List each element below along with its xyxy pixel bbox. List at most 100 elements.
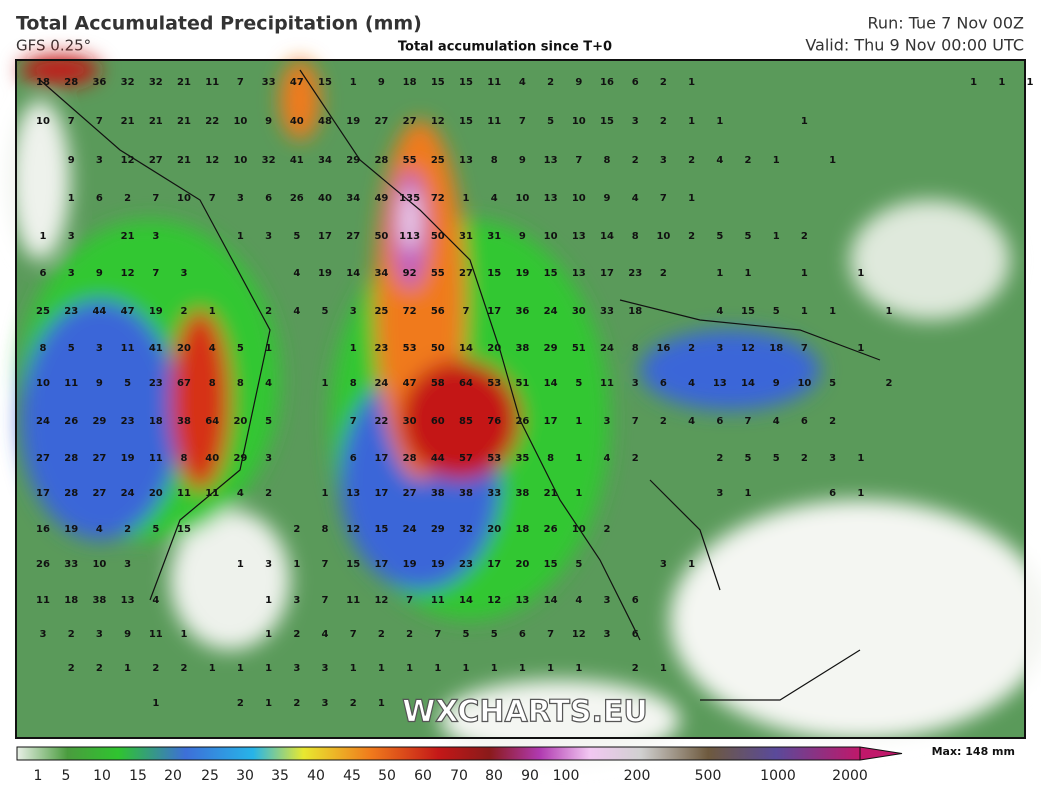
colorbar-tick-label: 80 <box>485 768 503 784</box>
grid-value: 2 <box>237 698 244 709</box>
grid-value: 27 <box>346 231 360 242</box>
grid-value: 13 <box>459 155 473 166</box>
grid-value: 12 <box>741 343 755 354</box>
grid-value: 9 <box>604 193 611 204</box>
grid-value: 1 <box>463 663 470 674</box>
grid-value: 18 <box>769 343 783 354</box>
colorbar-tick-label: 100 <box>553 768 580 784</box>
grid-value: 47 <box>290 77 304 88</box>
grid-value: 5 <box>322 306 329 317</box>
grid-value: 7 <box>406 595 413 606</box>
grid-value: 2 <box>688 231 695 242</box>
grid-value: 4 <box>716 306 723 317</box>
grid-value: 2 <box>293 698 300 709</box>
grid-value: 38 <box>515 343 529 354</box>
grid-value: 1 <box>350 663 357 674</box>
grid-value: 24 <box>600 343 614 354</box>
grid-value: 44 <box>92 306 106 317</box>
grid-value: 2 <box>801 453 808 464</box>
grid-value: 1 <box>688 559 695 570</box>
grid-value: 5 <box>463 629 470 640</box>
grid-value: 15 <box>346 559 360 570</box>
grid-value: 8 <box>632 343 639 354</box>
grid-value: 5 <box>745 453 752 464</box>
grid-value: 49 <box>374 193 388 204</box>
grid-value: 27 <box>374 116 388 127</box>
grid-value: 5 <box>124 378 131 389</box>
grid-value: 7 <box>322 595 329 606</box>
grid-value: 11 <box>36 595 50 606</box>
grid-value: 3 <box>96 629 103 640</box>
grid-value: 19 <box>64 524 78 535</box>
grid-value: 14 <box>346 268 360 279</box>
grid-value: 11 <box>346 595 360 606</box>
grid-value: 3 <box>68 231 75 242</box>
grid-value: 28 <box>403 453 417 464</box>
grid-value: 11 <box>487 116 501 127</box>
grid-value: 7 <box>801 343 808 354</box>
grid-value: 3 <box>322 698 329 709</box>
grid-value: 28 <box>64 453 78 464</box>
grid-value: 27 <box>459 268 473 279</box>
grid-value: 3 <box>632 378 639 389</box>
grid-value: 1 <box>350 77 357 88</box>
grid-value: 21 <box>177 155 191 166</box>
grid-value: 15 <box>459 77 473 88</box>
grid-value: 17 <box>318 231 332 242</box>
grid-value: 1 <box>801 268 808 279</box>
grid-value: 7 <box>237 77 244 88</box>
grid-value: 1 <box>801 306 808 317</box>
grid-value: 1 <box>547 663 554 674</box>
grid-value: 1 <box>1027 77 1034 88</box>
grid-value: 33 <box>600 306 614 317</box>
grid-value: 7 <box>745 416 752 427</box>
grid-value: 64 <box>459 378 473 389</box>
grid-value: 2 <box>604 524 611 535</box>
grid-value: 18 <box>403 77 417 88</box>
grid-value: 4 <box>96 524 103 535</box>
grid-value: 3 <box>716 343 723 354</box>
grid-value: 1 <box>575 453 582 464</box>
grid-value: 2 <box>632 155 639 166</box>
grid-value: 1 <box>265 629 272 640</box>
grid-value: 2 <box>265 488 272 499</box>
grid-value: 11 <box>149 453 163 464</box>
grid-value: 8 <box>632 231 639 242</box>
grid-value: 7 <box>434 629 441 640</box>
grid-value: 34 <box>374 268 388 279</box>
grid-value: 8 <box>604 155 611 166</box>
grid-value: 6 <box>632 595 639 606</box>
grid-value: 12 <box>121 268 135 279</box>
grid-value: 4 <box>688 416 695 427</box>
grid-value: 1 <box>434 663 441 674</box>
grid-value: 1 <box>322 378 329 389</box>
grid-value: 36 <box>515 306 529 317</box>
colorbar-tick-label: 15 <box>129 768 147 784</box>
grid-value: 4 <box>265 378 272 389</box>
grid-value: 5 <box>745 231 752 242</box>
grid-value: 32 <box>121 77 135 88</box>
grid-value: 3 <box>40 629 47 640</box>
grid-value: 2 <box>660 416 667 427</box>
grid-value: 135 <box>399 193 420 204</box>
grid-value: 2 <box>716 453 723 464</box>
grid-value: 53 <box>403 343 417 354</box>
grid-value: 14 <box>600 231 614 242</box>
grid-value: 4 <box>519 77 526 88</box>
grid-value: 85 <box>459 416 473 427</box>
watermark: WXCHARTS.EU <box>402 695 648 730</box>
grid-value: 15 <box>741 306 755 317</box>
grid-value: 1 <box>745 268 752 279</box>
grid-value: 13 <box>346 488 360 499</box>
grid-value: 50 <box>431 343 445 354</box>
grid-value: 72 <box>403 306 417 317</box>
grid-value: 24 <box>544 306 558 317</box>
grid-value: 17 <box>600 268 614 279</box>
grid-value: 27 <box>36 453 50 464</box>
title: Total Accumulated Precipitation (mm) <box>16 13 422 35</box>
grid-value: 40 <box>205 453 219 464</box>
grid-value: 7 <box>632 416 639 427</box>
grid-value: 2 <box>406 629 413 640</box>
grid-value: 3 <box>124 559 131 570</box>
